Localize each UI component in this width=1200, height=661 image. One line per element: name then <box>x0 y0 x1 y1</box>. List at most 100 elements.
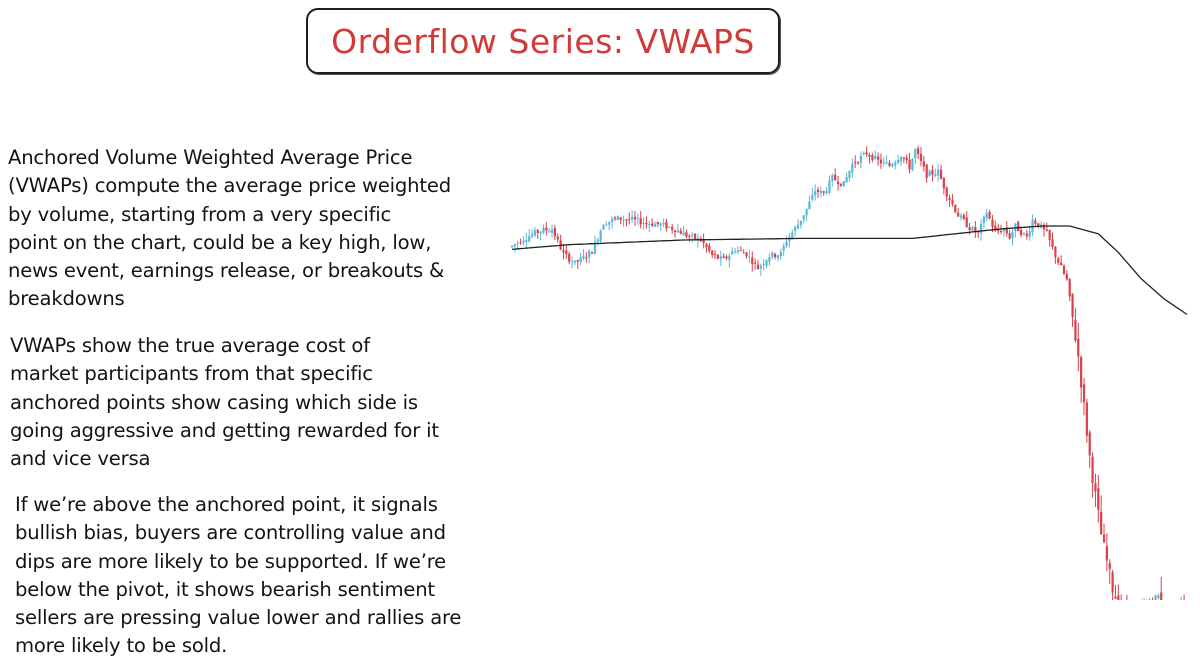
candle-up <box>848 170 851 178</box>
candle-down <box>1005 227 1008 234</box>
candle-down <box>871 155 874 161</box>
candle-down <box>651 223 654 226</box>
candle-down <box>556 236 559 240</box>
candle-up <box>522 240 525 243</box>
candlestick-chart <box>510 145 1188 600</box>
candle-down <box>1111 572 1114 593</box>
candle-down <box>725 256 728 259</box>
candle-down <box>705 243 708 248</box>
paragraph-average-cost: VWAPs show the true average cost of mark… <box>10 334 439 471</box>
candle-down <box>774 253 777 257</box>
candle-down <box>708 245 711 251</box>
candle-up <box>696 237 699 241</box>
candle-down <box>839 183 842 186</box>
candle-down <box>693 233 697 239</box>
candle-down <box>562 250 565 253</box>
candle-up <box>779 251 782 257</box>
candle-up <box>882 161 885 163</box>
candle-down <box>854 161 857 164</box>
candle-down <box>1160 592 1163 600</box>
candle-down <box>1094 483 1097 492</box>
candle-up <box>548 231 551 233</box>
candle-down <box>745 252 748 257</box>
candle-up <box>971 227 974 231</box>
candle-up <box>573 260 577 263</box>
candle-down <box>679 230 682 234</box>
candle-up <box>982 216 985 224</box>
candle-down <box>905 157 908 161</box>
candle-up <box>731 251 734 255</box>
candle-down <box>1117 595 1120 600</box>
candle-up <box>513 244 516 247</box>
candle-up <box>814 191 817 196</box>
candle-up <box>899 156 903 162</box>
candle-up <box>550 229 554 233</box>
candle-up <box>891 164 894 167</box>
candle-up <box>759 265 762 269</box>
candle-down <box>999 230 1003 233</box>
candle-up <box>794 227 797 232</box>
candle-down <box>702 239 705 244</box>
candle-down <box>922 161 925 167</box>
candle-down <box>1062 265 1066 274</box>
candle-down <box>553 228 556 237</box>
candle-down <box>879 159 883 164</box>
candle-down <box>997 229 1000 232</box>
candle-down <box>1057 258 1060 263</box>
candle-down <box>619 217 622 220</box>
candle-down <box>1068 278 1071 297</box>
candle-down <box>1054 246 1057 258</box>
candle-up <box>525 239 528 242</box>
candle-up <box>771 252 774 257</box>
candle-down <box>957 212 960 217</box>
candle-up <box>796 224 800 229</box>
candle-down <box>954 205 957 213</box>
candle-up <box>782 245 785 251</box>
candle-up <box>819 190 822 194</box>
candle-down <box>1017 221 1020 232</box>
candle-up <box>911 158 914 171</box>
candle-up <box>736 250 740 253</box>
candle-up <box>659 223 662 226</box>
candle-down <box>994 225 997 231</box>
candle-up <box>528 236 531 242</box>
candle-up <box>1157 595 1160 599</box>
candle-down <box>939 169 943 179</box>
candle-down <box>1080 356 1083 388</box>
candle-down <box>1100 511 1103 535</box>
candle-down <box>576 260 579 262</box>
candle-down <box>645 222 648 224</box>
candle-down <box>656 221 659 225</box>
candle-down <box>868 154 871 157</box>
candle-up <box>842 181 845 187</box>
candle-up <box>636 218 639 220</box>
candle-up <box>622 219 625 221</box>
candle-up <box>611 218 614 222</box>
vwap-line <box>511 225 1188 315</box>
candle-up <box>748 256 751 258</box>
candle-up <box>676 230 679 233</box>
candle-down <box>685 232 688 237</box>
candle-down <box>568 253 571 262</box>
candle-down <box>965 217 968 228</box>
candle-up <box>894 162 897 166</box>
candle-up <box>791 232 794 239</box>
candle-up <box>959 215 963 218</box>
candle-down <box>519 242 522 244</box>
candle-up <box>733 251 737 253</box>
candle-up <box>765 260 768 266</box>
candle-down <box>1025 233 1028 237</box>
page-title: Orderflow Series: VWAPS <box>331 21 755 61</box>
candle-down <box>1114 596 1117 599</box>
candle-up <box>648 224 651 226</box>
candle-down <box>925 164 928 178</box>
candle-up <box>859 155 863 163</box>
candle-down <box>536 230 539 234</box>
candle-down <box>1105 546 1108 561</box>
candle-down <box>722 256 725 258</box>
candle-up <box>762 263 765 266</box>
candle-up <box>719 256 722 259</box>
candle-down <box>754 262 757 264</box>
candle-down <box>834 174 837 181</box>
candle-down <box>1065 273 1068 280</box>
